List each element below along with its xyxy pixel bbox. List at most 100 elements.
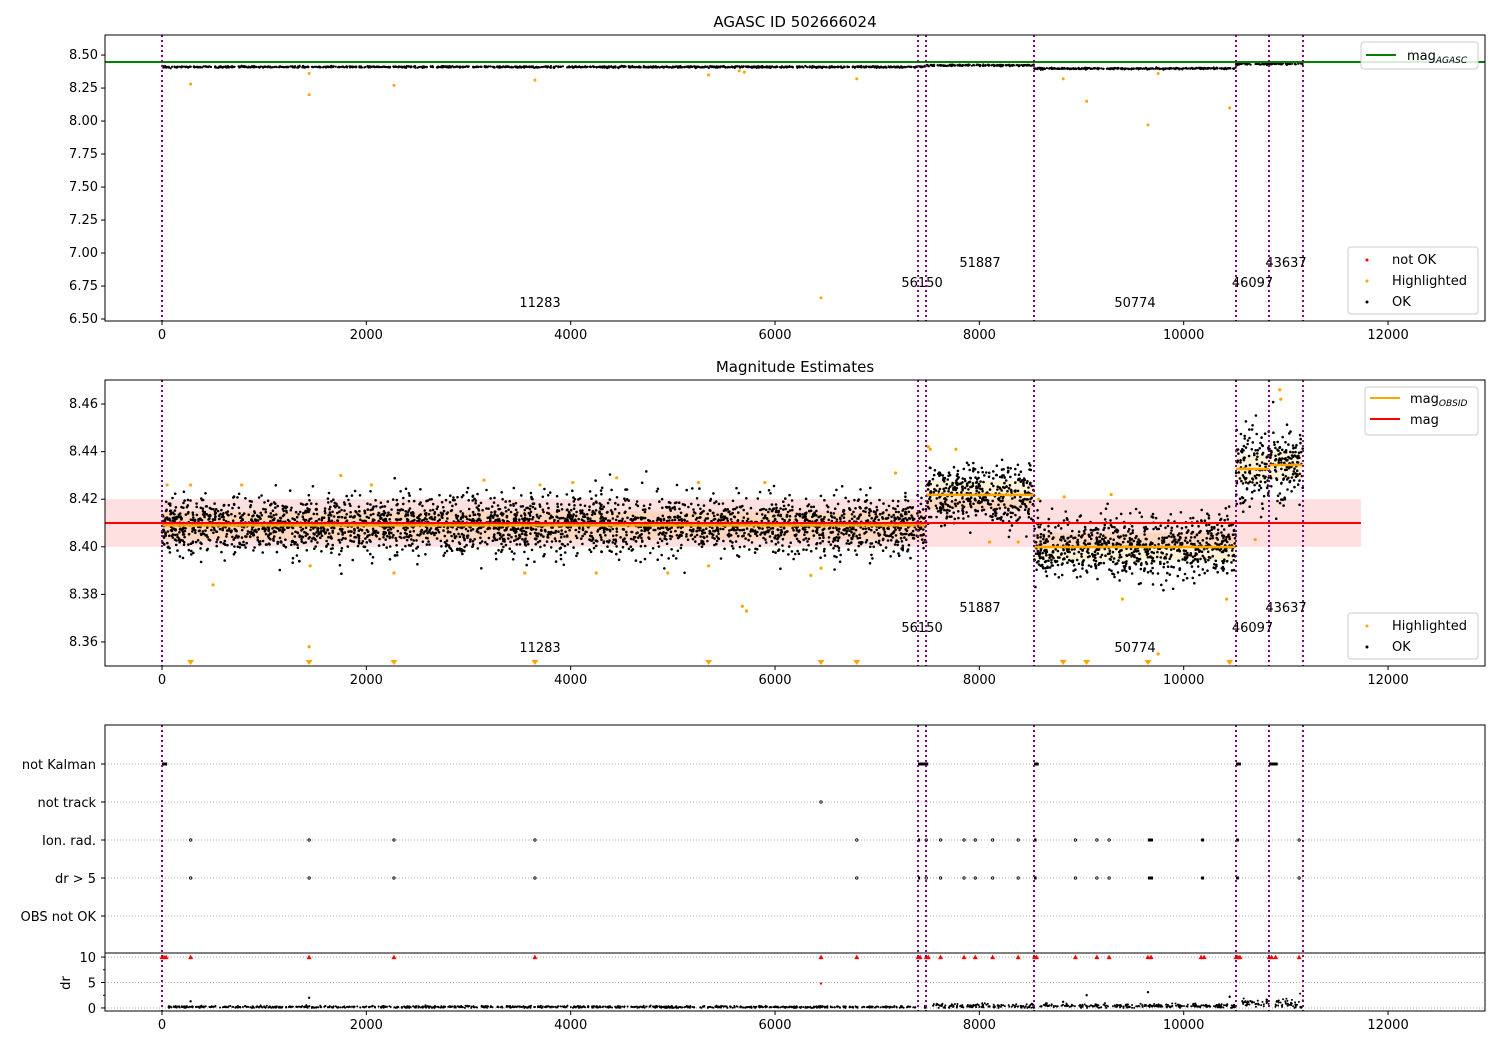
ok-point — [559, 553, 563, 557]
highlighted-point — [392, 83, 396, 87]
ok-point — [827, 540, 831, 544]
ok-point — [336, 511, 339, 515]
ok-point — [681, 531, 684, 534]
ok-point — [626, 516, 629, 520]
ok-point — [461, 549, 465, 552]
ok-point — [396, 502, 399, 506]
ok-point — [679, 526, 683, 530]
ok-point — [186, 498, 190, 502]
ok-point — [357, 537, 361, 540]
ok-point — [472, 513, 476, 517]
ok-point — [911, 529, 915, 533]
ok-point — [449, 509, 453, 513]
ok-point — [564, 530, 567, 534]
ok-point — [1182, 67, 1185, 70]
ok-point — [691, 537, 695, 541]
ok-point — [449, 494, 452, 498]
ok-point — [575, 510, 578, 514]
ok-point — [197, 519, 200, 523]
ok-point — [761, 65, 764, 68]
ok-point — [565, 534, 569, 537]
ok-point — [606, 545, 609, 548]
ok-point — [253, 510, 256, 513]
ok-point — [417, 554, 420, 558]
ok-point — [699, 507, 702, 511]
ok-point — [850, 536, 853, 540]
ok-point — [683, 66, 686, 69]
ok-point — [715, 535, 719, 538]
y-tick-label: 8.42 — [69, 492, 98, 507]
ok-point — [481, 508, 484, 512]
ok-point — [520, 494, 523, 497]
ok-point — [173, 533, 177, 537]
ok-point — [399, 490, 402, 493]
ok-point — [375, 535, 378, 538]
ok-point — [542, 535, 545, 538]
ok-point — [324, 531, 328, 534]
ok-point — [260, 494, 263, 497]
ok-point — [675, 534, 679, 537]
ok-point — [287, 66, 290, 69]
ok-point — [554, 560, 558, 563]
y-tick-label: 7.25 — [69, 213, 98, 228]
highlighted-point — [1146, 123, 1150, 127]
ok-point — [567, 503, 571, 506]
ok-point — [836, 533, 840, 536]
ok-point — [754, 65, 758, 68]
ok-point — [830, 514, 833, 518]
ok-point — [712, 492, 715, 495]
ok-point — [781, 517, 784, 521]
ok-point — [289, 65, 292, 68]
ok-point — [615, 534, 618, 537]
ok-point — [614, 538, 617, 541]
ok-point — [477, 66, 480, 69]
ok-point — [887, 534, 891, 538]
ok-point — [291, 65, 294, 68]
y-tick-label: 7.00 — [69, 246, 98, 261]
ok-point — [354, 65, 357, 68]
ok-point — [497, 549, 500, 552]
ok-point — [225, 535, 228, 538]
ok-point — [450, 549, 454, 552]
ok-point — [326, 497, 330, 500]
ok-point — [896, 504, 900, 508]
ok-point — [524, 530, 528, 534]
ok-point — [431, 517, 434, 521]
ok-point — [1012, 64, 1015, 67]
ok-point — [202, 65, 205, 68]
ok-point — [395, 498, 399, 502]
ok-point — [536, 540, 540, 544]
ok-point — [763, 514, 767, 517]
ok-point — [182, 543, 186, 547]
ok-point — [821, 533, 824, 537]
ok-point — [436, 505, 440, 509]
ok-point — [838, 560, 842, 563]
ok-point — [394, 536, 398, 540]
ok-point — [471, 510, 475, 514]
ok-point — [836, 539, 840, 542]
ok-point — [326, 528, 329, 532]
ok-point — [1162, 68, 1165, 71]
ok-point — [832, 547, 835, 550]
ok-point — [629, 66, 632, 69]
ok-point — [837, 549, 841, 552]
ok-point — [679, 511, 683, 515]
ok-point — [631, 64, 634, 68]
ok-point — [252, 549, 255, 552]
ok-point — [205, 65, 208, 68]
ok-point — [208, 538, 212, 542]
ok-point — [798, 66, 802, 69]
ok-point — [746, 517, 750, 521]
ok-point — [358, 494, 362, 497]
ok-point — [416, 66, 419, 69]
ok-point — [489, 497, 493, 500]
ok-point — [427, 530, 431, 533]
ok-point — [443, 541, 447, 544]
ok-point — [557, 65, 560, 68]
ok-point — [900, 532, 903, 536]
ok-point — [768, 535, 772, 538]
ok-point — [897, 510, 900, 514]
ok-point — [541, 508, 545, 512]
ok-point — [665, 542, 669, 546]
ok-point — [823, 498, 826, 502]
